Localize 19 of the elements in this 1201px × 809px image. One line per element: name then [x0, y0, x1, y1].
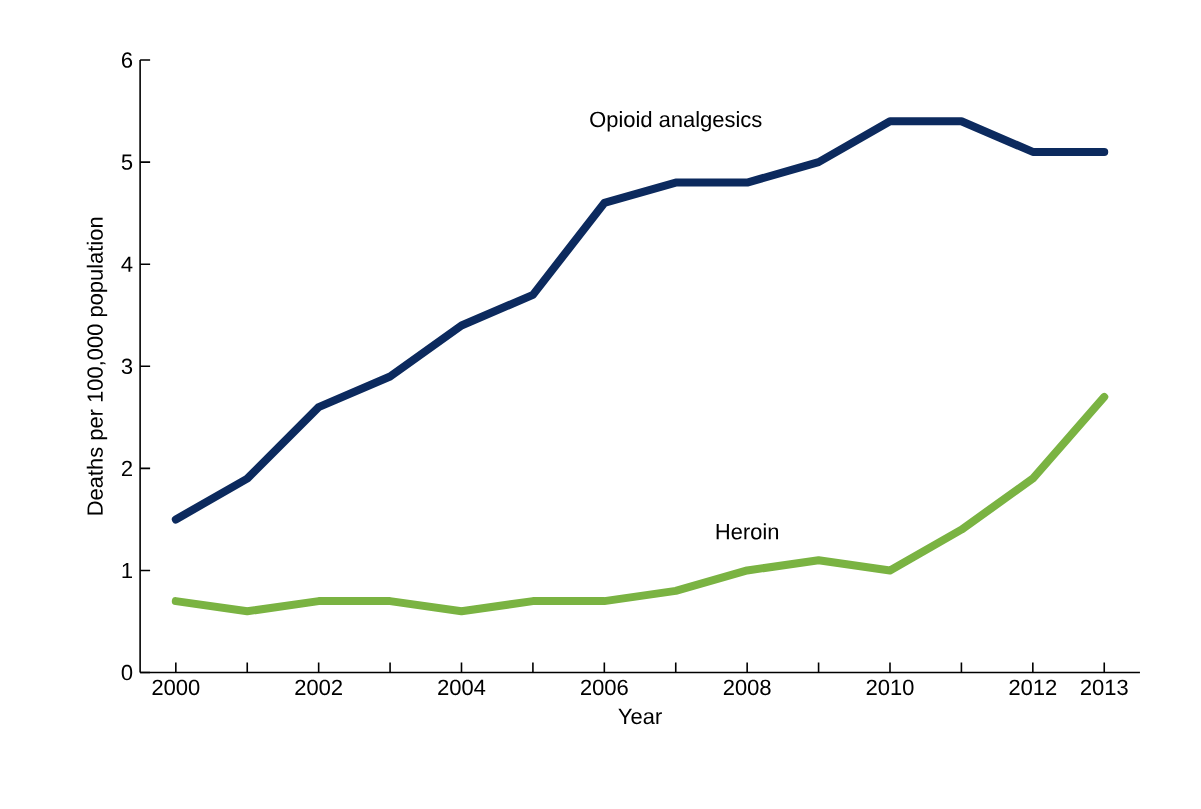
y-tick-label: 6: [122, 52, 133, 68]
y-tick-label: 5: [121, 154, 133, 170]
x-tick-label: 2008: [723, 679, 771, 696]
y-axis-title: Deaths per 100,000 population: [86, 217, 108, 515]
x-axis-title: Year: [618, 709, 662, 725]
x-tick-label: 2012: [1009, 679, 1057, 696]
y-tick-label: 2: [121, 460, 132, 477]
y-tick-label: 4: [121, 256, 133, 272]
y-tick-label: 3: [121, 358, 133, 375]
x-tick-label: 2002: [295, 679, 342, 696]
series-label: Heroin: [716, 523, 779, 540]
text: Opioid analgesics: [590, 111, 762, 132]
x-tick-label: 2000: [152, 679, 200, 696]
x-tick-label: 2004: [438, 679, 486, 696]
x-tick-label: 2013: [1080, 679, 1128, 696]
x-tick-label: 2010: [866, 679, 914, 696]
x-tick-label: 2006: [581, 679, 628, 696]
y-tick-label: 0: [121, 664, 133, 681]
y-tick-label: 1: [122, 563, 133, 579]
